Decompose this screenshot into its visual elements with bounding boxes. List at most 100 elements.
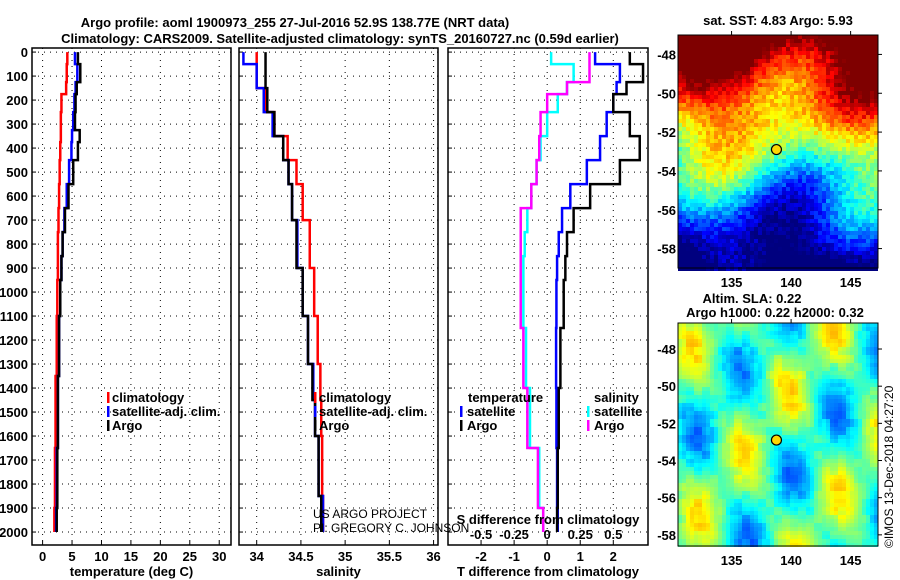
map-cell [822,455,826,459]
map-cell [718,151,722,155]
map-cell [702,363,706,367]
map-cell [722,99,726,103]
map-cell [730,215,734,219]
map-cell [842,459,846,463]
map-cell [834,175,838,179]
map-cell [682,51,686,55]
map-cell [738,131,742,135]
map-cell [830,127,834,131]
map-cell [862,199,866,203]
map-cell [846,227,850,231]
map-cell [706,235,710,239]
map-cell [710,367,714,371]
map-cell [698,39,702,43]
map-cell [770,415,774,419]
map-cell [722,399,726,403]
map-cell [722,131,726,135]
map-cell [774,323,778,327]
map-cell [778,83,782,87]
map-cell [686,123,690,127]
map-cell [678,155,682,159]
map-cell [726,47,730,51]
map-cell [754,95,758,99]
map-cell [750,187,754,191]
map-cell [834,255,838,259]
map-cell [706,107,710,111]
map-cell [874,431,878,435]
map-cell [862,127,866,131]
map-cell [722,119,726,123]
map-cell [822,387,826,391]
map-cell [818,375,822,379]
map-cell [730,267,734,271]
map-cell [858,371,862,375]
map-cell [690,131,694,135]
map-cell [858,259,862,263]
map-cell [814,75,818,79]
map-cell [694,35,698,39]
map-cell [718,111,722,115]
map-cell [758,363,762,367]
map-cell [750,227,754,231]
map-cell [850,43,854,47]
map-cell [782,63,786,67]
map-cell [822,339,826,343]
map-cell [730,371,734,375]
map-cell [822,371,826,375]
map-cell [870,339,874,343]
map-cell [862,83,866,87]
map-cell [706,151,710,155]
map-cell [814,151,818,155]
map-cell [806,67,810,71]
map-cell [802,367,806,371]
map-cell [834,259,838,263]
map-cell [758,55,762,59]
map-cell [726,103,730,107]
map-cell [778,195,782,199]
map-cell [694,259,698,263]
map-cell [798,387,802,391]
map-cell [722,239,726,243]
map-cell [730,127,734,131]
map-cell [874,359,878,363]
map-cell [766,171,770,175]
map-cell [710,243,714,247]
map-cell [734,111,738,115]
map-cell [774,339,778,343]
map-cell [866,375,870,379]
map-cell [842,323,846,327]
map-cell [770,239,774,243]
map-cell [742,135,746,139]
map-cell [830,363,834,367]
map-cell [698,363,702,367]
map-cell [726,163,730,167]
map-cell [798,355,802,359]
map-cell [814,263,818,267]
map-cell [718,131,722,135]
map-cell [718,187,722,191]
map-cell [794,251,798,255]
map-cell [734,195,738,199]
map-cell [706,367,710,371]
map-cell [718,435,722,439]
map-cell [722,143,726,147]
map-cell [698,387,702,391]
map-cell [818,227,822,231]
map-cell [830,387,834,391]
map-cell [734,403,738,407]
map-cell [786,211,790,215]
map-cell [678,75,682,79]
map-cell [690,347,694,351]
map-cell [694,343,698,347]
map-cell [730,103,734,107]
map-cell [802,215,806,219]
map-cell [782,447,786,451]
map-cell [754,99,758,103]
map-cell [786,163,790,167]
map-cell [798,127,802,131]
map-cell [806,435,810,439]
map-cell [682,359,686,363]
map-cell [682,55,686,59]
map-cell [774,67,778,71]
map-cell [810,163,814,167]
